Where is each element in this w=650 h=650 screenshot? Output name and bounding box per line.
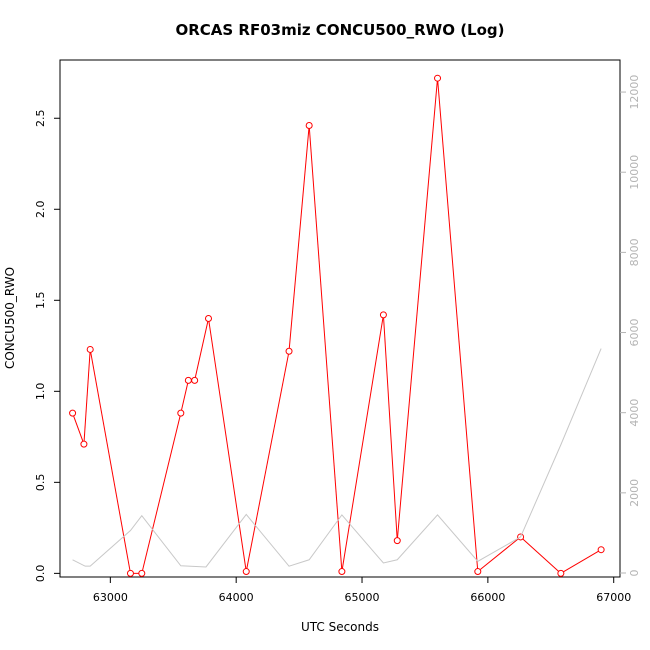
series-0-point — [80, 440, 88, 448]
series-0-point — [184, 376, 192, 384]
series-0-point — [177, 409, 185, 417]
series-0-segment — [563, 550, 599, 573]
series-0-segment — [341, 317, 384, 569]
series-0-point — [305, 122, 313, 130]
series-0-point — [138, 569, 146, 577]
plot-frame — [59, 59, 621, 578]
series-0-segment — [479, 538, 519, 570]
series-0-point — [126, 569, 134, 577]
chart-title: ORCAS RF03miz CONCU500_RWO (Log) — [175, 21, 504, 39]
y2-tick-label: 6000 — [628, 319, 641, 347]
x-tick-label: 63000 — [93, 591, 128, 604]
series-0-point — [557, 569, 565, 577]
y-tick-label: 0.5 — [34, 474, 47, 492]
series-0-segment — [397, 81, 438, 538]
series-0-point — [379, 311, 387, 319]
y-tick-label: 1.5 — [34, 292, 47, 310]
x-tick-label: 64000 — [219, 591, 254, 604]
series-0-point — [393, 537, 401, 545]
series-0-point — [517, 533, 525, 541]
y2-tick-label: 4000 — [628, 399, 641, 427]
series-0-point — [204, 315, 212, 322]
series-0-segment — [383, 318, 398, 538]
series-0-point — [338, 568, 346, 576]
series-0-point — [69, 409, 77, 417]
y-tick-label: 2.0 — [34, 201, 47, 219]
y-tick-label: 2.5 — [34, 110, 47, 128]
y-axis-label: CONCU500_RWO — [3, 267, 17, 369]
y2-tick-label: 12000 — [628, 75, 641, 110]
series-0-segment — [90, 352, 131, 571]
series-0-segment — [288, 128, 310, 349]
x-tick-label: 65000 — [345, 591, 380, 604]
y2-tick-label: 0 — [628, 569, 641, 576]
series-0-point — [285, 347, 293, 355]
series-0-segment — [308, 128, 343, 569]
series-0-segment — [181, 383, 189, 411]
series-0-segment — [437, 81, 479, 569]
series-0-point — [191, 376, 199, 384]
series-0-point — [86, 345, 94, 353]
series-0-segment — [73, 415, 84, 442]
x-axis-label: UTC Seconds — [301, 620, 379, 634]
y2-tick-label: 2000 — [628, 479, 641, 507]
y2-tick-label: 10000 — [628, 155, 641, 190]
x-tick-label: 66000 — [470, 591, 505, 604]
series-0-segment — [246, 354, 289, 569]
series-0-segment — [208, 321, 247, 569]
x-tick-label: 67000 — [596, 591, 631, 604]
series-0-segment — [83, 352, 91, 441]
series-0-point — [597, 546, 605, 554]
series-0-segment — [194, 321, 209, 378]
y-tick-label: 1.0 — [34, 383, 47, 401]
y2-tick-label: 8000 — [628, 238, 641, 266]
series-0-point — [474, 568, 482, 576]
y-tick-label: 0.0 — [34, 565, 47, 583]
series-0-point — [434, 74, 442, 82]
series-0-point — [242, 568, 250, 576]
series-0-segment — [522, 538, 559, 572]
series-1-line — [72, 348, 602, 568]
chart-marks: 63000 64000 65000 66000 67000 0.0 0.5 1.0 1.5 2.0… — [34, 75, 641, 604]
series-0-segment — [142, 416, 181, 571]
